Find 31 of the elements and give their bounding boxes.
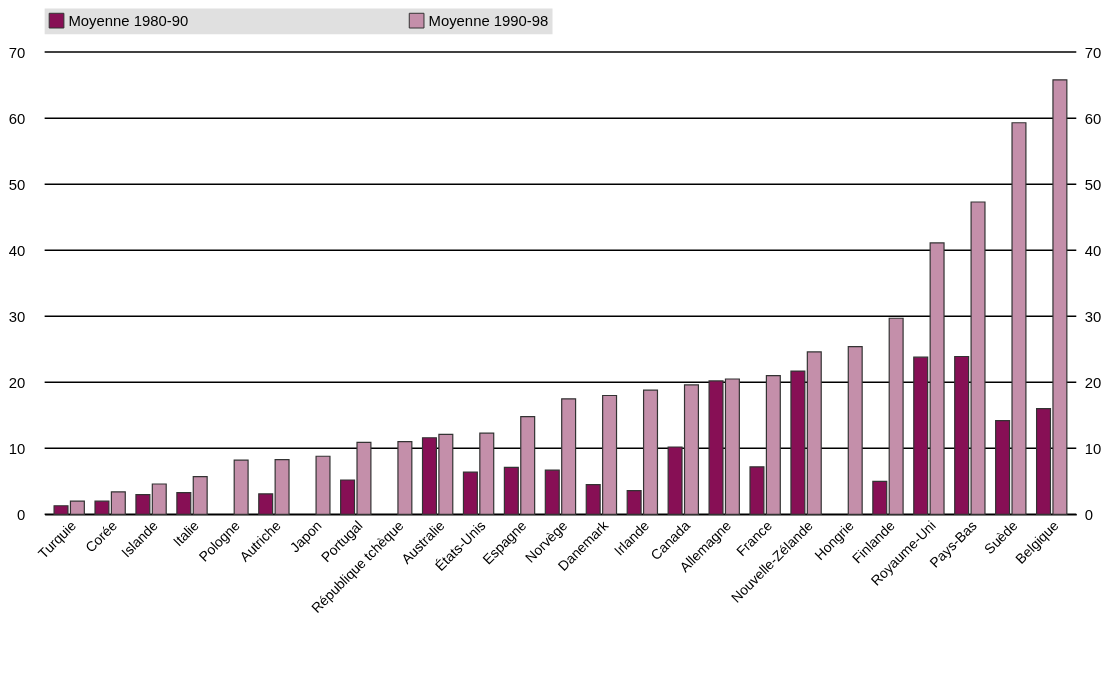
bar <box>151 483 167 515</box>
y2-tick-label: 10 <box>1084 440 1102 457</box>
bar <box>397 441 413 515</box>
y-tick-label: 70 <box>8 44 26 61</box>
legend-label: Moyenne 1990-98 <box>428 12 549 29</box>
bar <box>233 459 249 515</box>
bar <box>806 351 822 515</box>
y-tick-label: 50 <box>8 176 26 193</box>
bar <box>315 455 331 515</box>
bar <box>847 346 863 515</box>
bar <box>176 491 192 515</box>
bar <box>790 370 806 515</box>
x-tick-label: Italie <box>169 517 203 550</box>
y2-tick-label: 60 <box>1084 110 1102 127</box>
y2-tick-label: 70 <box>1084 44 1102 61</box>
bar <box>192 476 208 515</box>
y2-tick-label: 40 <box>1084 242 1102 259</box>
y-tick-label: 10 <box>8 440 26 457</box>
y2-tick-label: 30 <box>1084 308 1102 325</box>
y-tick-label: 30 <box>8 308 26 325</box>
y-tick-label: 20 <box>8 374 26 391</box>
bar <box>135 493 151 515</box>
legend-label: Moyenne 1980-90 <box>68 12 189 29</box>
bar <box>888 317 904 515</box>
y2-tick-label: 20 <box>1084 374 1102 391</box>
y2-tick-label: 50 <box>1084 176 1102 193</box>
y-tick-label: 0 <box>17 506 26 523</box>
y-tick-label: 60 <box>8 110 26 127</box>
bar <box>872 480 888 515</box>
y2-tick-label: 0 <box>1084 506 1093 523</box>
y-tick-label: 40 <box>8 242 26 259</box>
